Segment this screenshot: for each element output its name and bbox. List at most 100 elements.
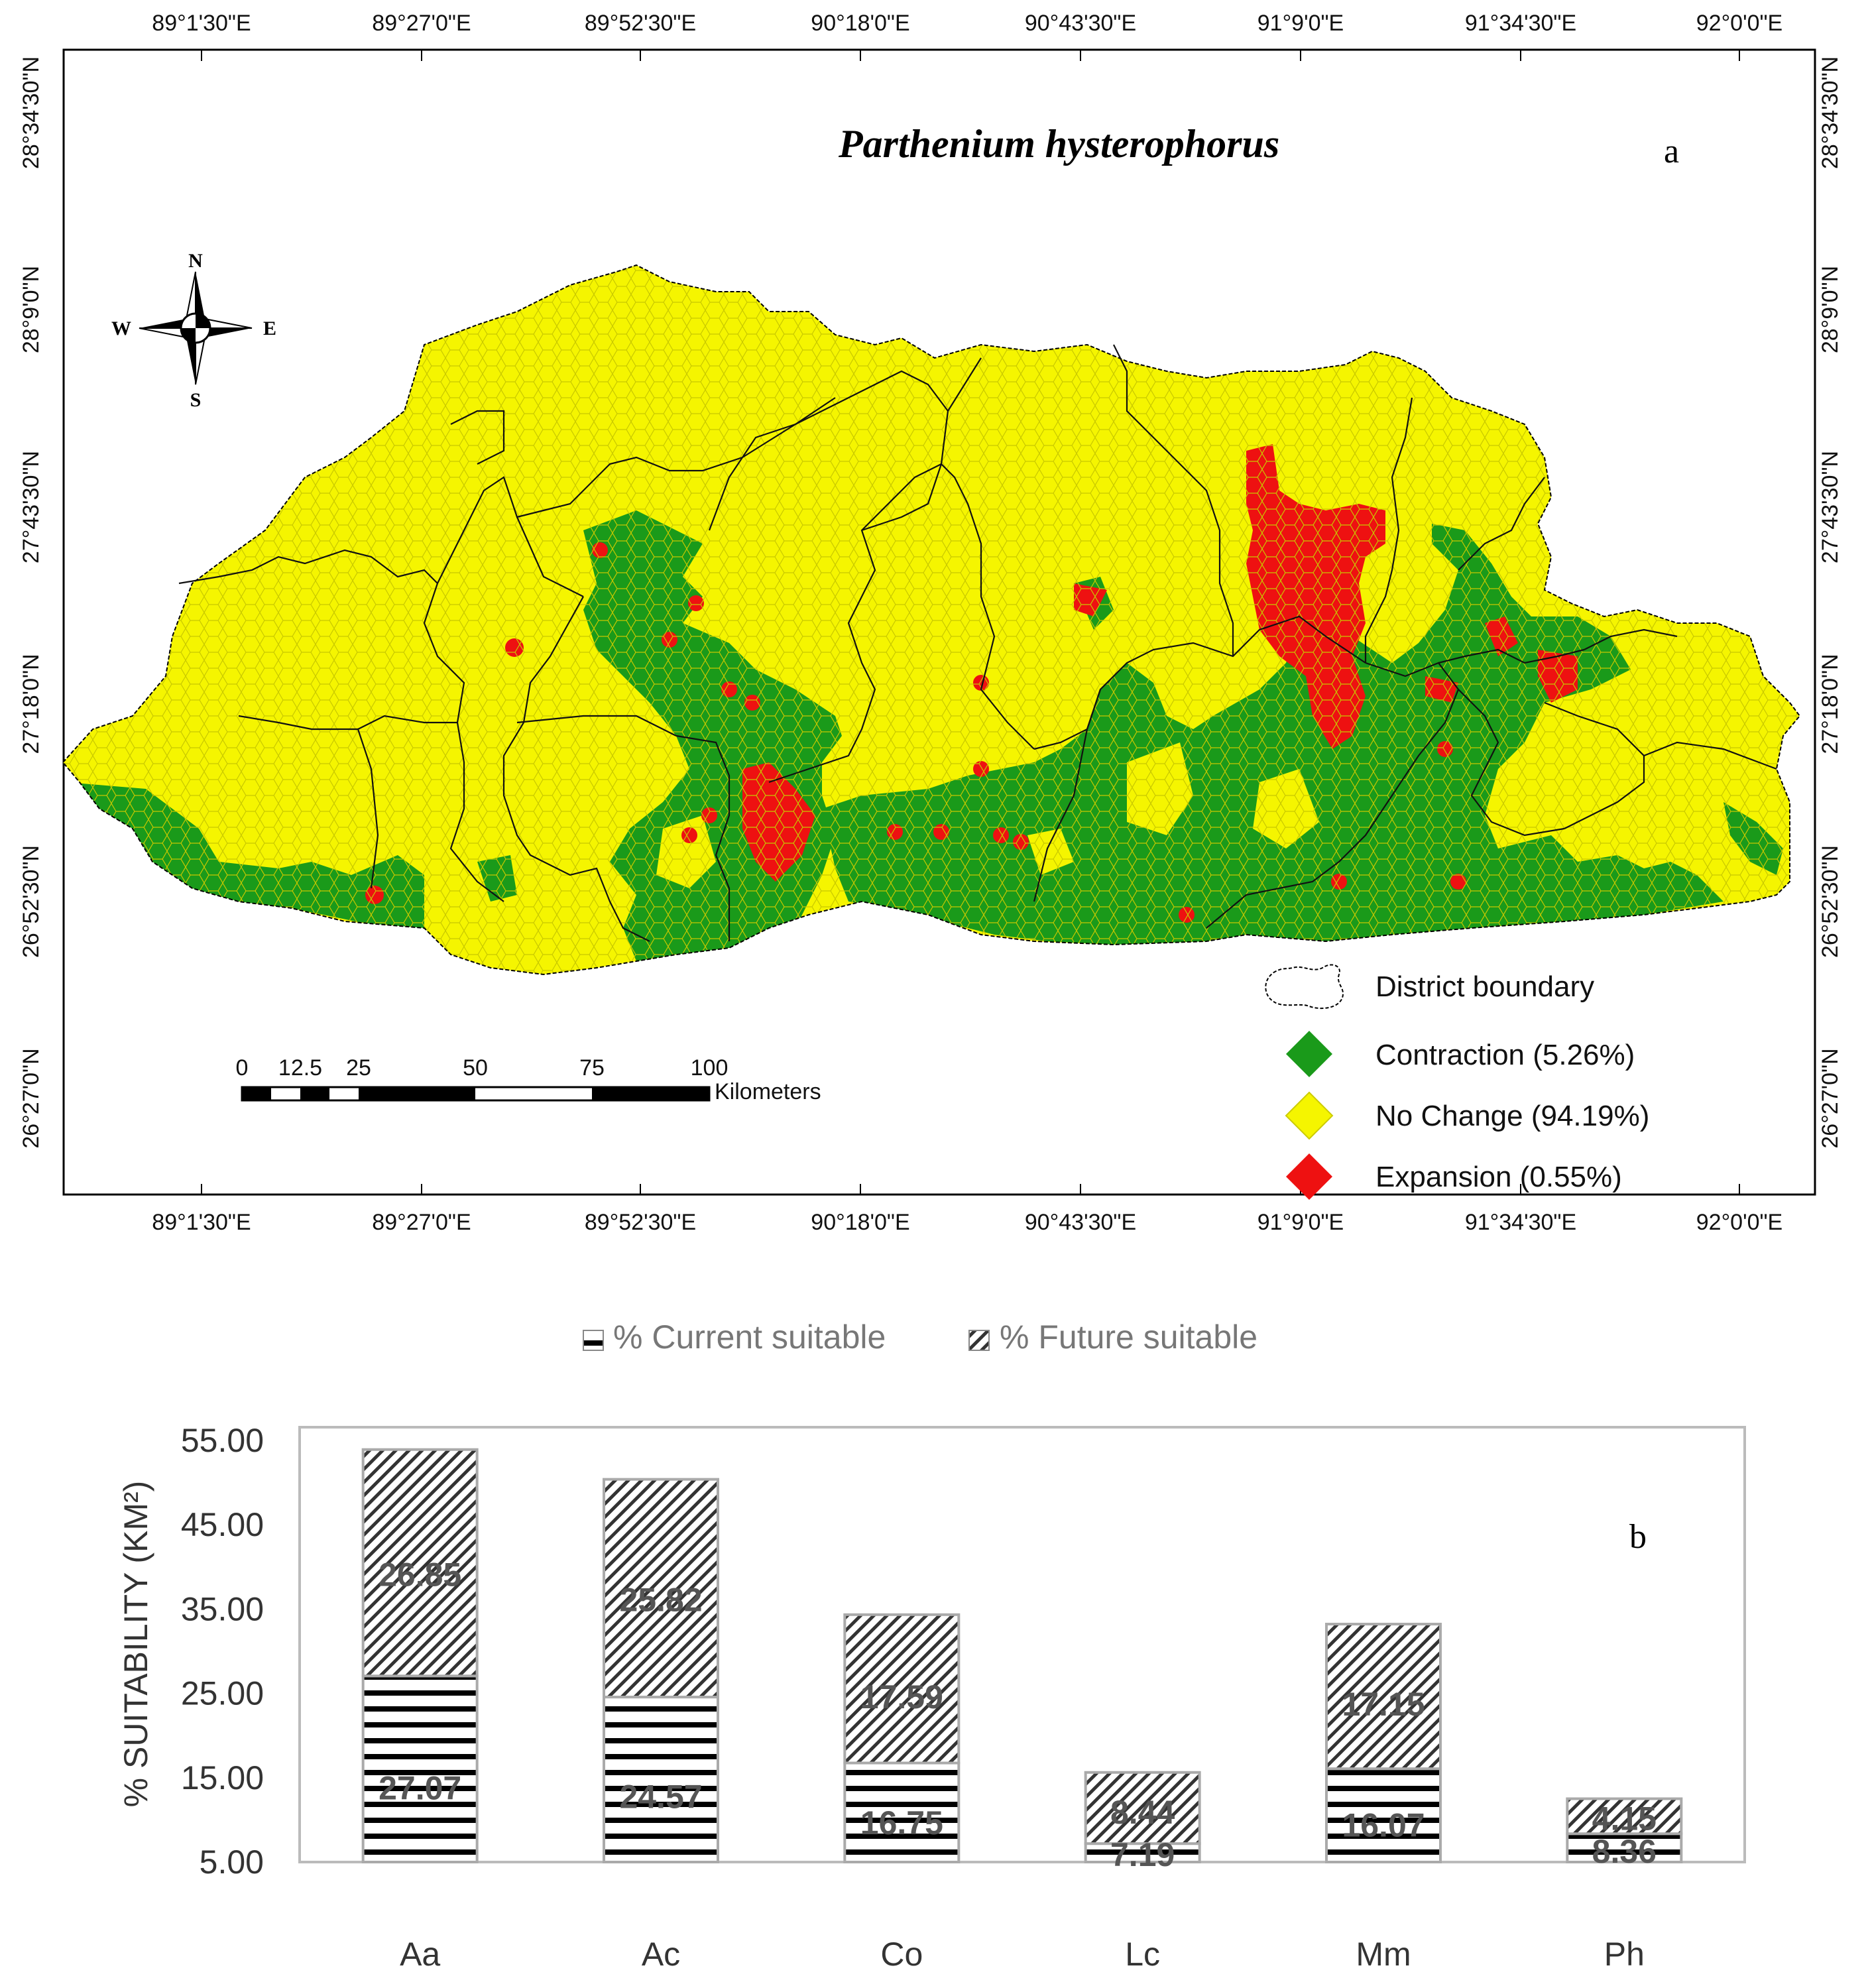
x-tick-label: Mm — [1356, 1936, 1411, 1973]
y-tick-label: 5.00 — [200, 1843, 264, 1881]
left-lat-label: 26°27'0"N — [19, 1048, 44, 1148]
left-lat-label: 28°9'0"N — [19, 266, 44, 353]
x-tick-label: Ph — [1604, 1936, 1645, 1973]
legend-current-suitable: % Current suitable — [613, 1318, 886, 1356]
right-lat-label: 28°34'30"N — [1818, 56, 1843, 169]
legend-no-change: No Change (94.19%) — [1375, 1100, 1649, 1132]
left-lat-label: 28°34'30"N — [19, 56, 44, 169]
legend-expansion: Expansion (0.55%) — [1375, 1161, 1622, 1193]
y-axis-ticks: 55.00 45.00 35.00 25.00 15.00 5.00 — [181, 1422, 264, 1881]
y-tick-label: 55.00 — [181, 1422, 264, 1459]
bar-future-Co — [843, 1613, 961, 1765]
data-label-current-Ac: 24.57 — [619, 1778, 702, 1815]
scale-tick-label: 0 — [236, 1055, 249, 1081]
x-tick-label: Ac — [642, 1936, 680, 1973]
x-tick-label: Aa — [400, 1936, 440, 1973]
scale-unit: Kilometers — [715, 1079, 821, 1104]
legend-district-boundary: District boundary — [1375, 970, 1594, 1003]
data-label-future-Ac: 25.82 — [619, 1581, 702, 1618]
top-lon-label: 90°18'0"E — [811, 11, 909, 36]
data-label-current-Aa: 27.07 — [379, 1770, 461, 1807]
right-lat-label: 26°52'30"N — [1818, 845, 1843, 958]
map-title: Parthenium hysterophorus — [838, 122, 1279, 166]
bottom-lon-label: 89°52'30"E — [585, 1210, 696, 1235]
suitability-bar-chart: % Current suitable % Future suitable 55.… — [117, 1318, 1746, 1973]
y-tick-label: 35.00 — [181, 1590, 264, 1627]
compass-e: E — [263, 318, 276, 339]
bottom-lon-label: 91°9'0"E — [1257, 1210, 1344, 1235]
top-lon-label: 89°1'30"E — [152, 11, 251, 36]
bar-current-Co — [843, 1761, 961, 1863]
bars: 27.07 26.85 24.57 25.82 16.75 17.59 7.19 8.44 16… — [361, 1448, 1683, 1873]
top-lon-label: 89°27'0"E — [372, 11, 471, 36]
bar-current-Mm — [1325, 1767, 1442, 1863]
bar-future-Mm — [1325, 1623, 1442, 1771]
district-boundaries — [178, 344, 1777, 942]
current-suitable-legend-swatch — [583, 1330, 604, 1351]
compass-n: N — [188, 250, 203, 272]
left-lat-label: 26°52'30"N — [19, 845, 44, 958]
suitability-change-map: Parthenium hysterophorus a 89°1'30"E 89°2… — [19, 11, 1843, 1235]
x-tick-label: Lc — [1125, 1936, 1160, 1973]
legend-future-suitable: % Future suitable — [1000, 1318, 1257, 1356]
bar-current-Ph — [1566, 1832, 1683, 1864]
scale-tick-label: 50 — [463, 1055, 488, 1081]
data-label-future-Lc: 8.44 — [1110, 1794, 1175, 1831]
top-lon-label: 89°52'30"E — [585, 11, 696, 36]
bottom-lon-label: 89°27'0"E — [372, 1210, 471, 1235]
bottom-lon-label: 90°18'0"E — [811, 1210, 909, 1235]
y-tick-label: 15.00 — [181, 1759, 264, 1796]
expansion-legend-icon — [1286, 1153, 1332, 1200]
scale-tick-label: 25 — [346, 1055, 371, 1081]
bottom-lon-label: 89°1'30"E — [152, 1210, 251, 1235]
data-label-future-Ph: 4.15 — [1592, 1800, 1657, 1838]
left-latitude-labels: 28°34'30"N 28°9'0"N 27°43'30"N 27°18'0"N 26°… — [19, 56, 44, 1149]
scale-tick-label: 75 — [579, 1055, 605, 1081]
no-change-legend-icon — [1285, 1091, 1334, 1140]
compass-s: S — [190, 389, 202, 411]
top-lon-label: 91°9'0"E — [1257, 11, 1344, 36]
data-label-future-Aa: 26.85 — [379, 1556, 461, 1594]
chart-legend: % Current suitable % Future suitable — [583, 1318, 1257, 1356]
y-axis-label: % SUITABILITY (KM²) — [117, 1481, 154, 1808]
right-lat-label: 27°43'30"N — [1818, 451, 1843, 563]
right-lat-label: 27°18'0"N — [1818, 654, 1843, 754]
plot-area — [298, 1426, 1746, 1863]
future-suitable-legend-swatch — [968, 1330, 990, 1351]
y-tick-label: 25.00 — [181, 1675, 264, 1712]
bar-future-Aa — [361, 1448, 479, 1678]
bottom-lon-label: 92°0'0"E — [1696, 1210, 1782, 1235]
bar-future-Ac — [603, 1478, 719, 1699]
bottom-longitude-labels: 89°1'30"E 89°27'0"E 89°52'30"E 90°18'0"E 90°… — [152, 1184, 1782, 1235]
y-tick-label: 45.00 — [181, 1506, 264, 1543]
contraction-legend-icon — [1286, 1031, 1332, 1077]
data-label-current-Ph: 8.36 — [1592, 1833, 1657, 1870]
right-lat-label: 26°27'0"N — [1818, 1048, 1843, 1148]
data-label-current-Co: 16.75 — [860, 1804, 943, 1842]
chart-panel-label: b — [1629, 1518, 1647, 1556]
map-panel-label: a — [1664, 133, 1679, 170]
map-legend: District boundary Contraction (5.26%) No… — [1265, 964, 1649, 1200]
data-label-current-Mm: 16.07 — [1342, 1807, 1425, 1844]
right-lat-label: 28°9'0"N — [1818, 266, 1843, 353]
district-boundary-legend-icon — [1265, 964, 1344, 1010]
left-lat-label: 27°43'30"N — [19, 451, 44, 563]
scale-bar: 0 12.5 25 50 75 100 Kilometers — [236, 1055, 821, 1104]
data-label-current-Lc: 7.19 — [1110, 1836, 1175, 1873]
top-lon-label: 92°0'0"E — [1696, 11, 1782, 36]
top-lon-label: 90°43'30"E — [1025, 11, 1136, 36]
data-label-future-Co: 17.59 — [860, 1678, 943, 1716]
top-lon-label: 91°34'30"E — [1465, 11, 1576, 36]
scale-tick-label: 12.5 — [278, 1055, 322, 1081]
top-longitude-labels: 89°1'30"E 89°27'0"E 89°52'30"E 90°18'0"E 90°… — [152, 11, 1782, 61]
north-arrow-compass: N S E W — [111, 250, 276, 411]
bar-future-Ph — [1566, 1797, 1683, 1836]
bar-future-Lc — [1084, 1771, 1201, 1845]
bottom-lon-label: 91°34'30"E — [1465, 1210, 1576, 1235]
data-label-future-Mm: 17.15 — [1342, 1686, 1425, 1723]
country-outline — [62, 264, 1801, 976]
right-latitude-labels: 28°34'30"N 28°9'0"N 27°43'30"N 27°18'0"N 26°… — [1818, 56, 1843, 1149]
scale-tick-label: 100 — [691, 1055, 729, 1081]
bottom-lon-label: 90°43'30"E — [1025, 1210, 1136, 1235]
bar-current-Aa — [361, 1674, 479, 1863]
